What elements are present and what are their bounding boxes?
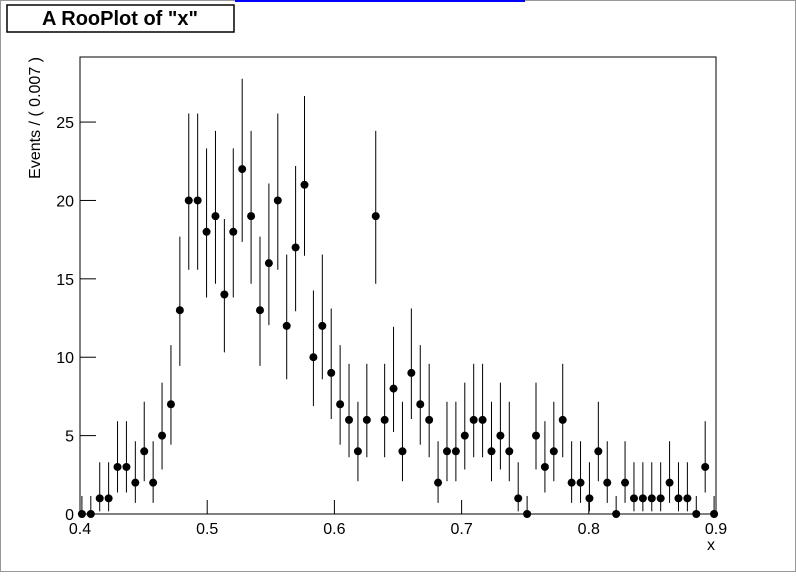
data-point bbox=[371, 212, 380, 221]
data-point bbox=[166, 400, 175, 409]
data-point bbox=[158, 431, 167, 440]
data-point bbox=[612, 510, 621, 518]
data-point bbox=[638, 494, 647, 503]
data-point bbox=[505, 447, 514, 456]
title-box bbox=[6, 4, 235, 33]
x-tick-label: 0.4 bbox=[69, 521, 91, 538]
data-point bbox=[175, 306, 184, 315]
y-tick-label: 0 bbox=[65, 507, 74, 524]
data-point bbox=[629, 494, 638, 503]
y-tick-label: 5 bbox=[65, 429, 74, 446]
data-point bbox=[255, 306, 264, 315]
data-point bbox=[282, 321, 291, 330]
data-point bbox=[318, 321, 327, 330]
data-point bbox=[238, 165, 247, 174]
data-point bbox=[220, 290, 229, 299]
data-point bbox=[585, 494, 594, 503]
data-point bbox=[710, 510, 719, 518]
data-point bbox=[549, 447, 558, 456]
data-point bbox=[487, 447, 496, 456]
data-point bbox=[478, 415, 487, 424]
data-point bbox=[540, 462, 549, 471]
data-point bbox=[104, 494, 113, 503]
data-point bbox=[442, 447, 451, 456]
x-tick-label: 0.7 bbox=[450, 521, 472, 538]
data-point bbox=[202, 227, 211, 236]
data-point bbox=[131, 478, 140, 487]
data-point bbox=[434, 478, 443, 487]
data-point bbox=[621, 478, 630, 487]
data-point bbox=[567, 478, 576, 487]
data-point bbox=[113, 462, 122, 471]
data-point bbox=[460, 431, 469, 440]
x-tick-label: 0.6 bbox=[323, 521, 345, 538]
data-point bbox=[514, 494, 523, 503]
data-point bbox=[95, 494, 104, 503]
data-point bbox=[425, 415, 434, 424]
data-point bbox=[701, 462, 710, 471]
data-point bbox=[451, 447, 460, 456]
data-point bbox=[345, 415, 354, 424]
data-point bbox=[656, 494, 665, 503]
data-point bbox=[211, 212, 220, 221]
data-point bbox=[469, 415, 478, 424]
data-point bbox=[300, 180, 309, 189]
data-point bbox=[193, 196, 202, 205]
data-point bbox=[184, 196, 193, 205]
data-point bbox=[674, 494, 683, 503]
y-tick-label: 25 bbox=[56, 115, 74, 132]
data-point bbox=[496, 431, 505, 440]
data-point bbox=[576, 478, 585, 487]
data-point bbox=[683, 494, 692, 503]
data-point bbox=[291, 243, 300, 252]
data-point bbox=[247, 212, 256, 221]
chart-title: A RooPlot of "x" bbox=[42, 8, 198, 30]
data-point bbox=[149, 478, 158, 487]
data-point bbox=[86, 510, 95, 518]
data-point bbox=[692, 510, 701, 518]
data-point bbox=[665, 478, 674, 487]
data-point bbox=[327, 368, 336, 377]
y-tick-label: 10 bbox=[56, 350, 74, 367]
data-point bbox=[594, 447, 603, 456]
data-point bbox=[353, 447, 362, 456]
data-point bbox=[647, 494, 656, 503]
data-point bbox=[416, 400, 425, 409]
y-axis-label: Events / ( 0.007 ) bbox=[27, 57, 44, 179]
data-point bbox=[122, 462, 131, 471]
data-point bbox=[558, 415, 567, 424]
data-point bbox=[389, 384, 398, 393]
data-point bbox=[229, 227, 238, 236]
data-point bbox=[398, 447, 407, 456]
data-point bbox=[140, 447, 149, 456]
data-point bbox=[407, 368, 416, 377]
data-point bbox=[77, 510, 86, 518]
y-tick-label: 20 bbox=[56, 193, 74, 210]
data-point bbox=[380, 415, 389, 424]
x-tick-label: 0.9 bbox=[705, 521, 727, 538]
x-tick-label: 0.5 bbox=[196, 521, 218, 538]
data-point bbox=[603, 478, 612, 487]
data-point bbox=[523, 510, 532, 518]
data-point bbox=[309, 353, 318, 362]
data-point bbox=[264, 259, 273, 268]
data-point bbox=[532, 431, 541, 440]
x-tick-label: 0.8 bbox=[578, 521, 600, 538]
data-point bbox=[336, 400, 345, 409]
y-tick-label: 15 bbox=[56, 272, 74, 289]
data-point bbox=[273, 196, 282, 205]
plot-frame bbox=[79, 56, 717, 515]
data-point bbox=[362, 415, 371, 424]
x-axis-label: x bbox=[707, 537, 715, 554]
